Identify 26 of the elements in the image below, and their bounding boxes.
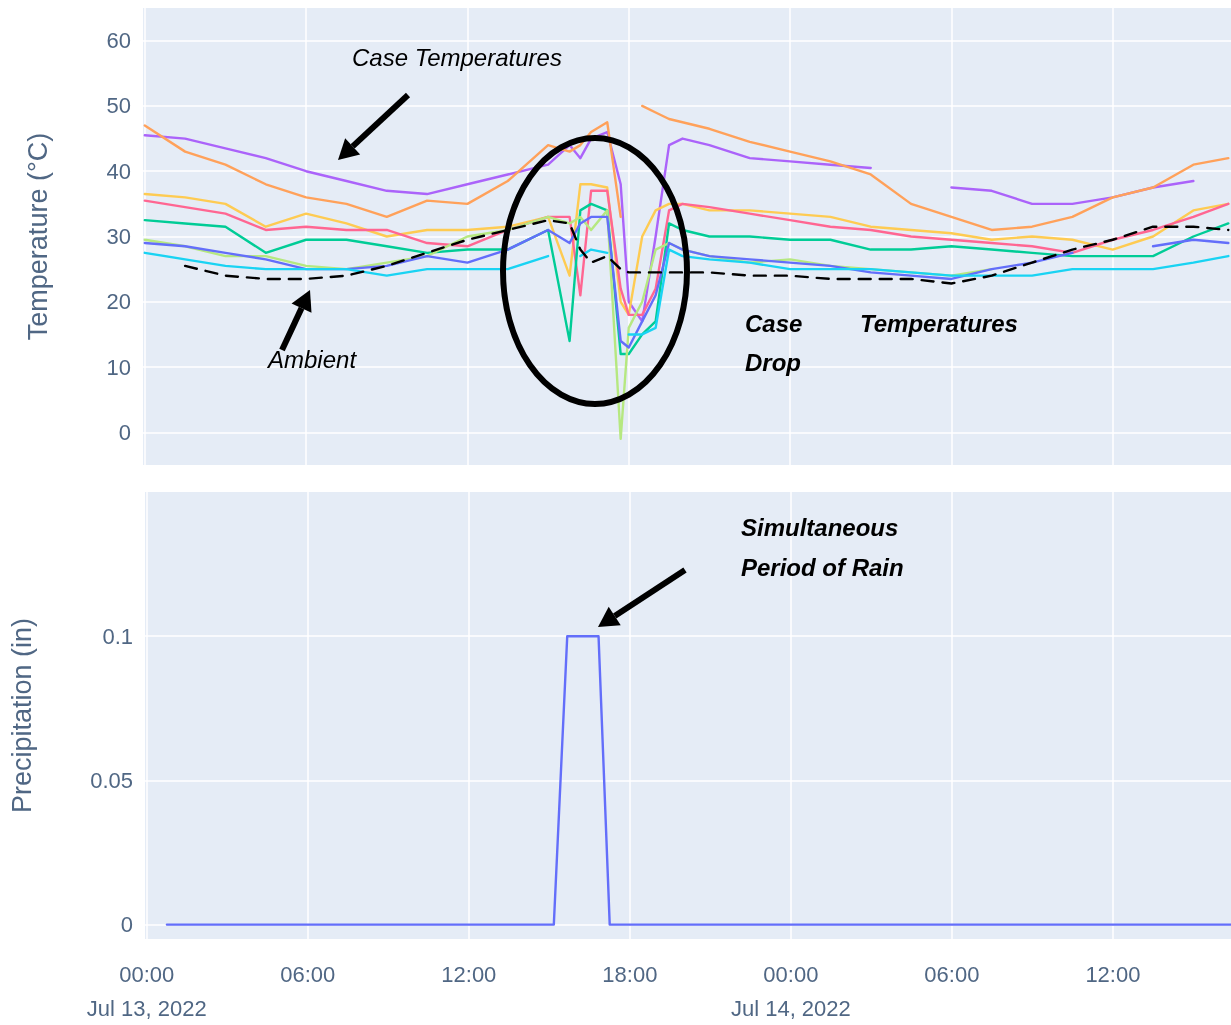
annotation: Ambient [268, 345, 357, 375]
y-tick-label: 30 [106, 224, 131, 249]
y-tick-label: 20 [106, 289, 131, 315]
y-tick-label: 40 [106, 158, 131, 184]
annotation: Simultaneous Period of Rain [741, 513, 904, 583]
y-tick-label: 0 [118, 419, 131, 445]
x-tick-label: 18:00 [602, 961, 658, 987]
annotation: Drop [745, 348, 801, 378]
y-tick-label: 0.1 [102, 623, 133, 649]
x-tick-label: 12:00 [441, 961, 497, 987]
annotation: Temperatures [860, 309, 1018, 339]
annotation: Case Temperatures [352, 43, 562, 73]
x-tick-label: 06:00 [280, 961, 336, 987]
y-tick-label: 0 [120, 912, 133, 938]
y-tick-label: 60 [106, 28, 131, 54]
annotation: Case [745, 309, 803, 339]
y-tick-label: 10 [106, 354, 131, 380]
x-tick-label: 12:00 [1085, 961, 1141, 987]
y-axis-title: Temperature (°C) [22, 132, 53, 341]
x-tick-label: 00:00 Jul 13, 2022 [86, 961, 207, 1021]
x-tick-label: 00:00 Jul 14, 2022 [730, 961, 851, 1021]
line-series [183, 218, 1230, 285]
y-axis-title: Precipitation (in) [6, 617, 37, 814]
y-tick-label: 0.05 [90, 767, 133, 793]
x-tick-label: 06:00 [924, 961, 980, 987]
y-tick-label: 50 [106, 93, 131, 119]
